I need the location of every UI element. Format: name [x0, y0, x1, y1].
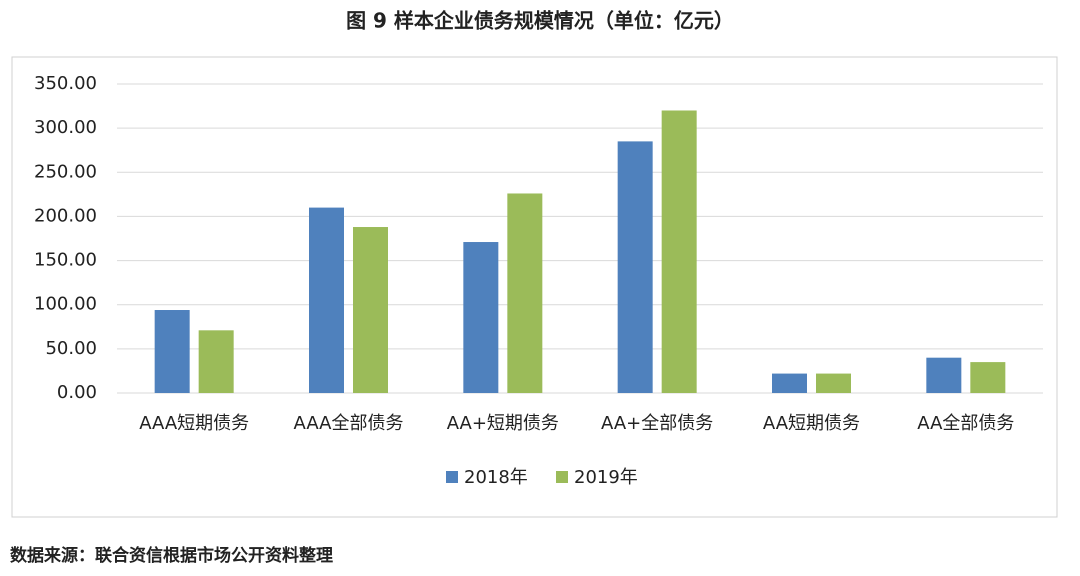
bar [353, 227, 388, 393]
y-tick-label: 300.00 [34, 117, 97, 138]
bar [309, 207, 344, 393]
bar [926, 357, 962, 393]
bar [463, 242, 499, 393]
x-tick-label: AA+短期债务 [447, 413, 559, 434]
bar [816, 373, 851, 393]
bar [772, 373, 807, 393]
bar [661, 110, 697, 393]
x-tick-label: AAA短期债务 [139, 413, 249, 434]
x-tick-label: AAA全部债务 [294, 413, 404, 434]
legend-label: 2019年 [574, 467, 638, 488]
bar [507, 193, 543, 393]
legend-swatch [556, 471, 568, 483]
bar [617, 141, 653, 393]
source-note: 数据来源：联合资信根据市场公开资料整理 [10, 545, 333, 566]
bar [154, 310, 190, 393]
bar [970, 362, 1006, 393]
x-tick-label: AA短期债务 [763, 413, 860, 434]
y-tick-label: 200.00 [34, 205, 97, 226]
chart-frame [11, 56, 1058, 518]
chart-title: 图 9 样本企业债务规模情况（单位：亿元） [346, 9, 734, 33]
y-tick-label: 50.00 [45, 338, 97, 359]
legend-swatch [446, 471, 458, 483]
x-tick-label: AA+全部债务 [601, 413, 713, 434]
y-tick-label: 100.00 [34, 294, 97, 315]
y-tick-label: 150.00 [34, 250, 97, 271]
y-tick-label: 350.00 [34, 73, 97, 94]
y-tick-label: 0.00 [57, 382, 97, 403]
x-tick-label: AA全部债务 [917, 413, 1014, 434]
legend-label: 2018年 [464, 467, 528, 488]
bar [198, 330, 234, 393]
y-tick-label: 250.00 [34, 161, 97, 182]
